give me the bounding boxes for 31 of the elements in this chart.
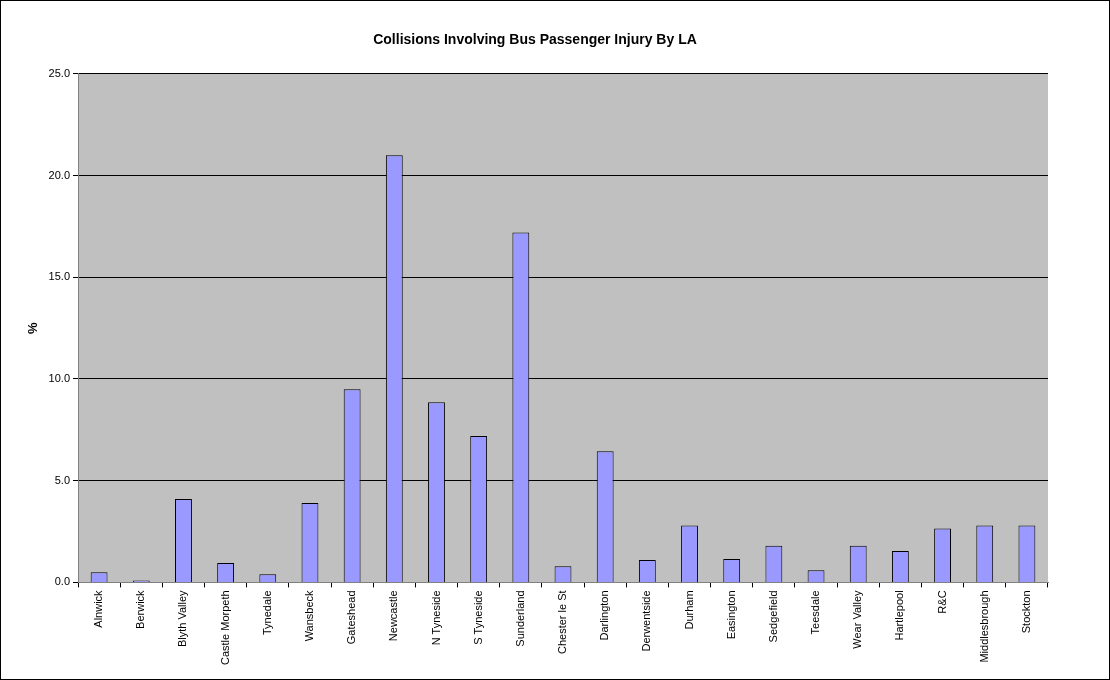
x-tick-label: Blyth Valley (176, 589, 189, 648)
x-tick-label: Teesdale (809, 590, 822, 635)
x-tick-label: Durham (682, 590, 695, 630)
x-tick-label: Easington (724, 590, 737, 640)
x-tick-label: Middlesbrough (977, 590, 990, 663)
x-tick-label: Hartlepool (893, 590, 906, 641)
x-tick-label: Wansbeck (302, 589, 315, 642)
x-tick-label: Sunderland (513, 590, 526, 647)
x-tick-label: Stockton (1019, 590, 1032, 634)
x-tick-label: Gateshead (345, 590, 358, 645)
x-tick-label: Darlington (598, 590, 611, 641)
chart-title: Collisions Involving Bus Passenger Injury By LA (373, 31, 697, 48)
x-tick-label: Alnwick (92, 589, 105, 628)
y-tick-label: 10.0 (48, 372, 71, 384)
x-tick-label: Newcastle (387, 590, 400, 642)
x-tick-label: N Tyneside (429, 590, 442, 646)
x-tick-label: Berwick (134, 589, 147, 629)
x-tick-label: S Tyneside (471, 590, 484, 645)
x-tick-label: R&C (935, 590, 948, 614)
y-tick-label: 0.0 (54, 575, 71, 588)
x-tick-label: Derwentside (640, 590, 653, 652)
y-tick-label: 5.0 (54, 473, 71, 486)
y-tick-label: 20.0 (48, 168, 71, 181)
x-tick-label: Wear Valley (851, 589, 864, 649)
y-tick-label: 15.0 (48, 270, 71, 283)
x-tick-label: Chester le St (556, 590, 569, 655)
x-tick-label: Tynedale (260, 590, 273, 636)
y-tick-label: 25.0 (48, 66, 71, 79)
x-tick-label: Castle Morpeth (218, 590, 231, 666)
x-tick-label: Sedgefield (766, 590, 779, 643)
y-axis-title: % (25, 321, 41, 334)
